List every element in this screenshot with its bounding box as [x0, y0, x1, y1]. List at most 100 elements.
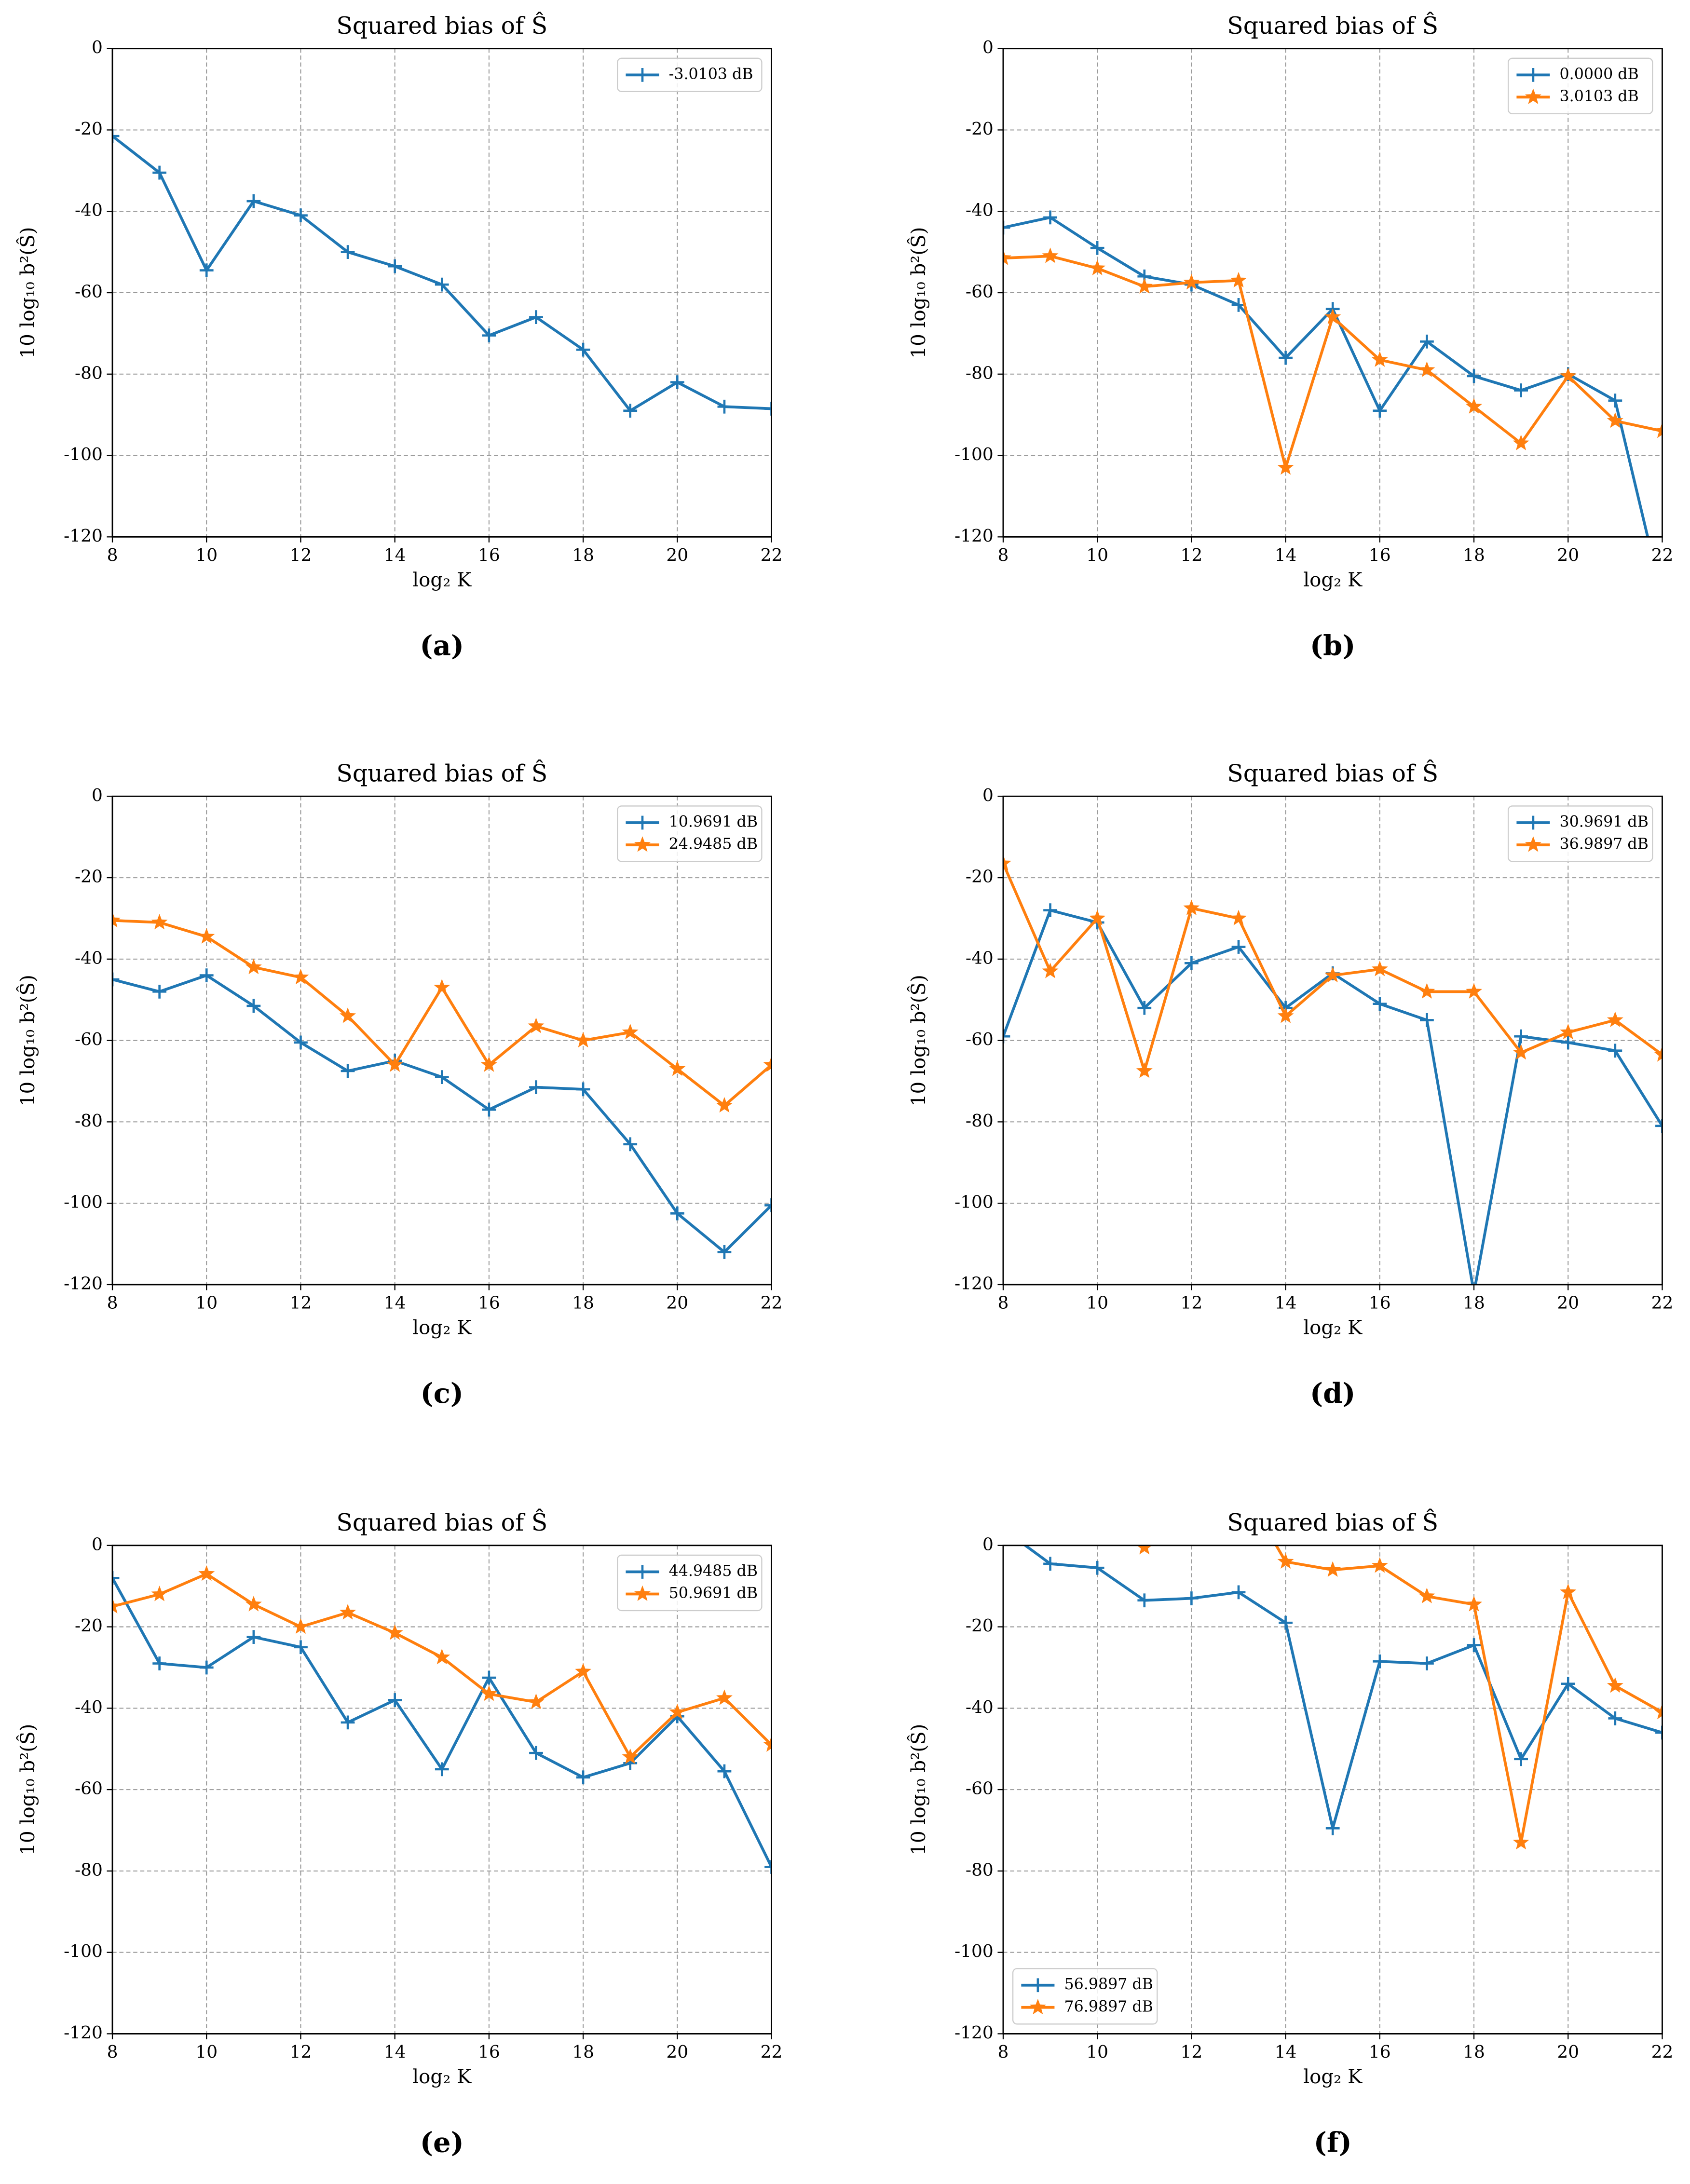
y-tick-label: -60: [966, 282, 994, 302]
legend: -3.0103 dB: [617, 57, 763, 93]
plus-marker: [152, 1656, 167, 1670]
star-marker: [1654, 1046, 1663, 1062]
legend: 44.9485 dB 50.9691 dB: [617, 1554, 763, 1612]
star-marker: [1137, 1545, 1152, 1555]
y-tick-label: -60: [966, 1030, 994, 1049]
plus-marker: [482, 1102, 496, 1117]
y-tick-label: -80: [966, 1111, 994, 1131]
x-tick-label: 18: [1463, 545, 1485, 565]
star-marker: [1136, 1062, 1153, 1078]
star-marker: [1371, 961, 1388, 977]
y-tick-label: 0: [92, 1534, 103, 1554]
y-tick-label: -80: [966, 1860, 994, 1880]
plus-marker: [112, 972, 120, 987]
y-tick-label: -80: [75, 1111, 103, 1131]
panel-label: (f): [1314, 2126, 1352, 2159]
x-tick-label: 10: [195, 1293, 218, 1313]
x-tick-label: 22: [1651, 2042, 1674, 2062]
plus-marker: [294, 1640, 308, 1655]
plus-marker: [1043, 210, 1057, 225]
star-marker: [112, 1598, 121, 1614]
panel-label: (b): [1310, 629, 1356, 662]
star-marker: [1003, 855, 1011, 871]
x-tick-label: 8: [998, 2042, 1009, 2062]
plus-marker: [1090, 241, 1104, 255]
star-marker: [1371, 351, 1388, 367]
y-axis-label: 10 log₁₀ b²(Ŝ): [15, 1724, 39, 1856]
x-tick-label: 8: [998, 545, 1009, 565]
x-tick-label: 12: [290, 545, 312, 565]
legend: 56.9897 dB 76.9897 dB: [1012, 1968, 1158, 2025]
y-tick-label: -80: [75, 363, 103, 383]
plus-marker: [294, 1035, 308, 1050]
star-marker: [112, 911, 121, 928]
chart-title: Squared bias of Ŝ: [336, 760, 547, 787]
star-marker: [528, 1693, 545, 1709]
star-marker: [1042, 247, 1059, 263]
star-marker: [1230, 271, 1247, 288]
y-axis-label: 10 log₁₀ b²(Ŝ): [906, 975, 930, 1106]
plus-marker: [1137, 1593, 1152, 1608]
star-marker: [340, 1604, 356, 1620]
star-marker: [1418, 1587, 1435, 1603]
plus-marker: [717, 1764, 732, 1778]
legend-box: [617, 1554, 763, 1612]
plus-marker: [635, 1565, 650, 1579]
star-marker: [1277, 1553, 1294, 1569]
star-marker: [1090, 1505, 1104, 1519]
panel-label: (d): [1310, 1377, 1356, 1410]
plus-marker: [388, 259, 402, 273]
legend-box: [1507, 57, 1653, 115]
star-marker: [1466, 1596, 1483, 1612]
x-tick-label: 14: [1275, 1293, 1297, 1313]
plus-marker: [199, 968, 214, 982]
star-marker: [996, 1489, 1010, 1503]
plus-marker: [199, 1660, 214, 1675]
x-tick-label: 16: [1369, 2042, 1391, 2062]
x-tick-label: 22: [1651, 545, 1674, 565]
star-marker: [763, 1056, 772, 1072]
y-tick-label: -60: [75, 1030, 103, 1049]
y-tick-label: -20: [75, 867, 103, 887]
chart-title: Squared bias of Ŝ: [336, 12, 547, 40]
x-tick-label: 8: [107, 1293, 118, 1313]
plus-marker: [152, 984, 167, 999]
plus-marker: [717, 1245, 732, 1259]
star-marker: [1418, 983, 1435, 999]
x-tick-label: 8: [998, 1293, 1009, 1313]
axes-frame: [111, 1545, 772, 2035]
plus-marker: [112, 1571, 120, 1585]
plus-marker: [1655, 591, 1669, 605]
plus-marker: [1137, 1001, 1152, 1015]
star-marker: [1513, 1833, 1529, 1850]
star-marker: [716, 1689, 733, 1705]
plus-marker: [1003, 1029, 1010, 1044]
y-tick-label: -120: [954, 526, 994, 546]
star-marker: [634, 836, 651, 852]
y-tick-label: -100: [64, 1941, 103, 1961]
star-marker: [1418, 361, 1435, 377]
star-marker: [1607, 1677, 1623, 1693]
y-tick-label: -20: [75, 119, 103, 139]
x-tick-label: 10: [195, 545, 218, 565]
panel-label: (a): [420, 629, 464, 662]
star-marker: [1183, 899, 1200, 915]
plus-marker: [1043, 1557, 1057, 1571]
plot-area: [112, 1565, 772, 1874]
star-marker: [245, 1596, 262, 1612]
x-tick-label: 10: [1086, 1293, 1108, 1313]
legend-label: 44.9485 dB: [669, 1562, 758, 1580]
star-marker: [1513, 1044, 1529, 1060]
star-marker: [1003, 249, 1011, 265]
star-marker: [1324, 308, 1341, 325]
star-marker: [1043, 1497, 1058, 1511]
plus-marker: [294, 208, 308, 223]
y-tick-label: -100: [954, 445, 994, 464]
star-marker: [1560, 1583, 1577, 1600]
x-tick-label: 12: [290, 2042, 312, 2062]
y-tick-label: -100: [954, 1941, 994, 1961]
plus-marker: [341, 245, 355, 259]
x-tick-label: 22: [761, 2042, 783, 2062]
chart-title: Squared bias of Ŝ: [1227, 760, 1438, 787]
star-marker: [1466, 398, 1483, 414]
